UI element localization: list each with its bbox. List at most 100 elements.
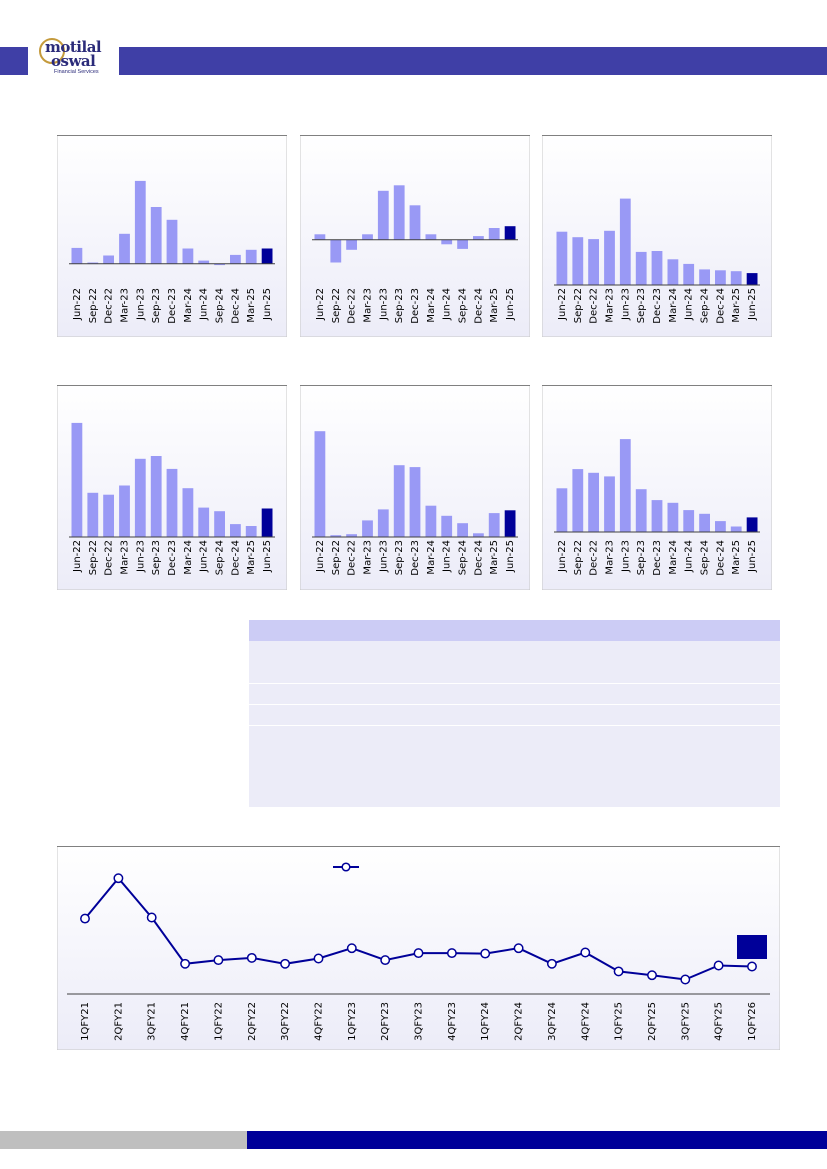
tick-label: Dec-23: [410, 288, 421, 324]
tick-label: Mar-23: [120, 540, 131, 575]
bar-Mar-24: [667, 502, 679, 532]
tick-label: 1QFY23: [347, 1002, 358, 1041]
point-4QFY23: [446, 948, 457, 959]
bar-chart-5: Jun-22 Sep-22 Dec-22 Mar-23 Jun-23 Sep-23 Dec-…: [300, 385, 530, 590]
tick-label: Sep-23: [636, 540, 647, 575]
bar-Mar-24: [667, 259, 679, 285]
tick-label: Jun-23: [620, 288, 631, 321]
tick-label: 1QFY21: [80, 1002, 91, 1041]
point-3QFY25: [680, 974, 691, 985]
tick-label: 1QFY26: [747, 1002, 758, 1041]
line-chart: 1QFY21 2QFY21 3QFY21 4QFY21 1QFY22 2QFY22 3QFY…: [57, 846, 780, 1050]
bar-chart-1: Jun-22 Sep-22 Dec-22 Mar-23 Jun-23 Sep-23 Dec-…: [57, 135, 287, 337]
logo-word-1: motilal: [45, 38, 102, 56]
bar-Mar-24: [425, 505, 437, 537]
bar-Sep-24: [214, 511, 225, 537]
tick-label: Dec-23: [652, 288, 663, 324]
bar-Sep-24: [699, 269, 710, 285]
tick-label: 3QFY24: [547, 1002, 558, 1041]
tick-label: Mar-25: [246, 288, 257, 323]
tick-label: Jun-24: [199, 540, 210, 573]
bar-Jun-24: [198, 260, 210, 264]
bar-Sep-22: [572, 469, 584, 532]
tick-label: Jun-22: [72, 540, 83, 573]
point-4QFY21: [180, 958, 191, 969]
tick-label: Jun-25: [262, 540, 273, 573]
tick-label: Jun-23: [135, 540, 146, 573]
bar-Dec-24: [230, 524, 241, 537]
tick-label: Sep-24: [700, 288, 711, 323]
tick-label: 4QFY21: [180, 1002, 191, 1041]
bar-Dec-22: [588, 239, 599, 285]
tick-label: Jun-25: [262, 288, 273, 321]
tick-label: Mar-24: [183, 540, 194, 575]
bar-Mar-23: [362, 520, 373, 537]
bar-Sep-24: [457, 239, 468, 249]
tick-label: 3QFY25: [680, 1002, 691, 1041]
header-left-block: [0, 47, 28, 75]
bar-Mar-25: [488, 228, 500, 240]
bar-Sep-22: [330, 239, 342, 263]
point-2QFY24: [513, 943, 524, 954]
tick-label: Dec-22: [589, 288, 600, 324]
tick-label: Mar-24: [426, 288, 437, 323]
tick-label: Dec-24: [715, 540, 726, 576]
bar-Jun-22: [71, 422, 83, 537]
tick-label: Dec-24: [473, 288, 484, 324]
logo-subtitle: Financial Services: [54, 69, 99, 75]
tick-label: Mar-25: [489, 288, 500, 323]
logo-word-2: oswal: [51, 52, 96, 70]
tick-label: Jun-24: [684, 540, 695, 573]
bar-Mar-24: [425, 234, 437, 240]
bar-Mar-24: [182, 488, 194, 537]
bar-Jun-25: [746, 273, 758, 285]
bar-Jun-23: [619, 198, 631, 285]
bar-Jun-23: [377, 190, 389, 240]
bar-chart-4: Jun-22 Sep-22 Dec-22 Mar-23 Jun-23 Sep-23 Dec-…: [57, 385, 287, 590]
bar-Mar-23: [119, 233, 130, 264]
tick-label: Dec-24: [230, 540, 241, 576]
tick-label: Sep-22: [88, 540, 99, 575]
tick-label: Dec-23: [167, 540, 178, 576]
tick-label: 1QFY22: [213, 1002, 224, 1041]
bar-Dec-22: [346, 534, 357, 537]
tick-label: Jun-23: [135, 288, 146, 321]
tick-label: Mar-23: [120, 288, 131, 323]
bar-Mar-23: [604, 230, 615, 285]
tick-label: Sep-24: [215, 540, 226, 575]
bar-Dec-23: [651, 251, 663, 285]
bar-chart-6: Jun-22 Sep-22 Dec-22 Mar-23 Jun-23 Sep-23 Dec-…: [542, 385, 772, 590]
bar-Sep-23: [635, 489, 647, 532]
tick-label: Dec-24: [715, 288, 726, 324]
bar-Dec-24: [715, 270, 726, 285]
tick-label: Sep-22: [573, 540, 584, 575]
tick-label: Dec-24: [230, 288, 241, 324]
bar-Mar-25: [730, 271, 742, 285]
tick-label: Dec-22: [347, 288, 358, 324]
tick-label: Jun-25: [505, 288, 516, 321]
tick-label: Dec-23: [167, 288, 178, 324]
footer-gray-bar: [0, 1131, 247, 1149]
tick-label: 2QFY25: [647, 1002, 658, 1041]
point-3QFY23: [413, 948, 424, 959]
bar-Sep-23: [635, 251, 647, 285]
bar-Jun-24: [441, 515, 453, 537]
bar-Dec-24: [230, 254, 241, 264]
bar-Sep-22: [572, 237, 584, 285]
tick-label: Dec-22: [347, 540, 358, 576]
bar-Dec-22: [103, 494, 114, 537]
bar-Dec-22: [346, 239, 357, 250]
tick-label: Dec-23: [410, 540, 421, 576]
tick-label: Jun-22: [315, 288, 326, 321]
bar-Mar-23: [362, 234, 373, 240]
tick-label: Jun-22: [315, 540, 326, 573]
tick-label: 2QFY22: [247, 1002, 258, 1041]
table-row-divider: [249, 725, 780, 726]
bar-Dec-22: [588, 472, 599, 532]
bar-Jun-22: [71, 247, 83, 264]
tick-label: Sep-22: [331, 288, 342, 323]
bar-Jun-22: [556, 231, 568, 285]
point-3QFY24: [546, 958, 557, 969]
bar-Mar-23: [119, 485, 130, 537]
bar-Sep-22: [330, 535, 342, 537]
